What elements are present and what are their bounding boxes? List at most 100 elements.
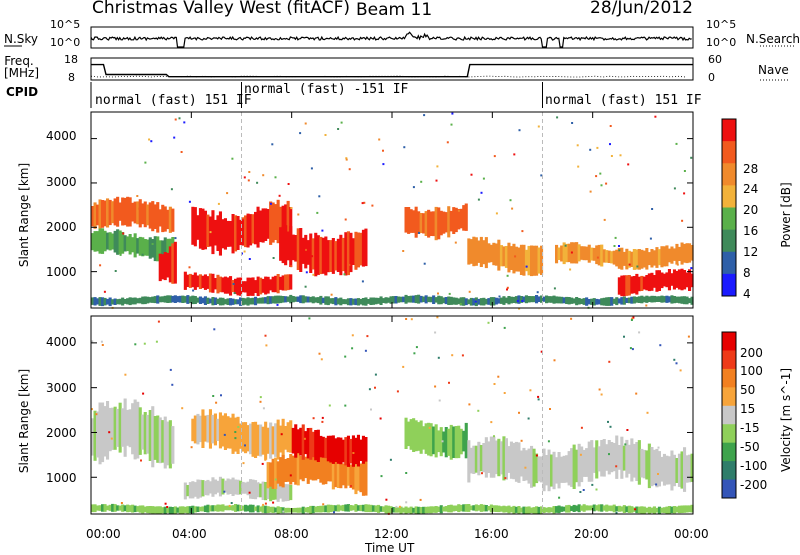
data-cell (374, 297, 378, 305)
data-cell (281, 507, 285, 514)
data-point (380, 475, 383, 478)
data-cell (339, 505, 343, 511)
data-cell (171, 208, 175, 232)
data-point (136, 195, 139, 197)
data-point (382, 163, 385, 166)
data-cell (316, 235, 320, 275)
data-cell (660, 272, 664, 289)
data-cell (635, 273, 639, 295)
data-cell (600, 440, 604, 477)
data-point (368, 388, 371, 391)
data-cell (492, 297, 496, 306)
data-cell (532, 296, 536, 303)
data-cell (507, 242, 511, 273)
data-cell (191, 418, 195, 442)
data-cell (274, 295, 278, 304)
data-cell (532, 245, 536, 276)
data-cell (452, 297, 456, 305)
data-cell (274, 423, 278, 457)
data-cell (254, 280, 258, 293)
data-cell (148, 237, 152, 259)
data-cell (562, 506, 566, 512)
data-point (441, 440, 444, 443)
data-point (100, 340, 103, 343)
data-cell (499, 441, 503, 475)
data-cell (552, 506, 556, 514)
data-cell (550, 507, 554, 513)
data-cell (166, 238, 170, 260)
data-cell (236, 416, 240, 454)
data-cell (502, 296, 506, 305)
data-cell (221, 297, 225, 306)
data-cell (489, 244, 493, 263)
data-cell (334, 241, 338, 271)
data-cell (279, 206, 283, 236)
data-cell (339, 297, 343, 306)
data-cell (414, 295, 418, 304)
data-cell (555, 457, 559, 484)
data-point (448, 381, 450, 384)
data-point (618, 249, 621, 252)
data-cell (359, 463, 363, 493)
data-cell (213, 505, 217, 512)
data-point (101, 344, 104, 346)
data-cell (585, 505, 589, 511)
data-cell (437, 207, 441, 240)
data-point (603, 218, 606, 221)
data-cell (93, 202, 97, 229)
xtick-2400: 00:00 (674, 527, 709, 541)
data-cell (346, 298, 350, 306)
data-cell (392, 507, 396, 513)
data-cell (645, 248, 649, 270)
data-cell (153, 236, 157, 262)
data-cell (464, 422, 468, 459)
data-cell (514, 296, 518, 304)
power-colorbar (721, 118, 737, 297)
data-cell (612, 298, 616, 304)
data-cell (379, 296, 383, 305)
data-point (364, 349, 367, 352)
data-cell (422, 426, 426, 450)
data-cell (289, 274, 293, 290)
data-cell (489, 436, 493, 478)
data-cell (627, 297, 631, 304)
data-cell (249, 298, 253, 305)
data-cell (680, 296, 684, 304)
data-cell (477, 505, 481, 511)
data-cell (462, 205, 466, 231)
data-cell (271, 296, 275, 304)
data-cell (163, 416, 167, 469)
nsky-tick-top: 10^5 (50, 18, 81, 31)
data-cell (296, 450, 300, 486)
data-point (579, 491, 582, 493)
data-cell (617, 505, 621, 512)
data-point (213, 328, 216, 331)
data-cell (499, 506, 503, 512)
data-cell (256, 298, 260, 304)
data-cell (118, 505, 122, 511)
data-cell (484, 437, 488, 478)
data-cell (266, 296, 270, 305)
data-cell (650, 249, 654, 268)
data-cell (113, 230, 117, 253)
data-cell (688, 269, 692, 291)
data-cell (331, 238, 335, 274)
data-cell (138, 407, 142, 455)
data-cell (690, 453, 694, 482)
data-point (679, 369, 682, 372)
data-cell (131, 297, 135, 305)
data-cell (216, 274, 220, 294)
data-cell (281, 275, 285, 291)
data-cell (392, 296, 396, 304)
data-cell (630, 506, 634, 513)
data-point (141, 253, 144, 256)
data-cell (91, 504, 95, 513)
data-point (493, 155, 496, 158)
data-cell (229, 276, 233, 296)
data-cell (610, 442, 614, 473)
data-point (609, 143, 611, 146)
data-cell (602, 249, 606, 263)
data-cell (148, 297, 152, 303)
data-cell (126, 236, 130, 252)
data-point (527, 417, 530, 420)
